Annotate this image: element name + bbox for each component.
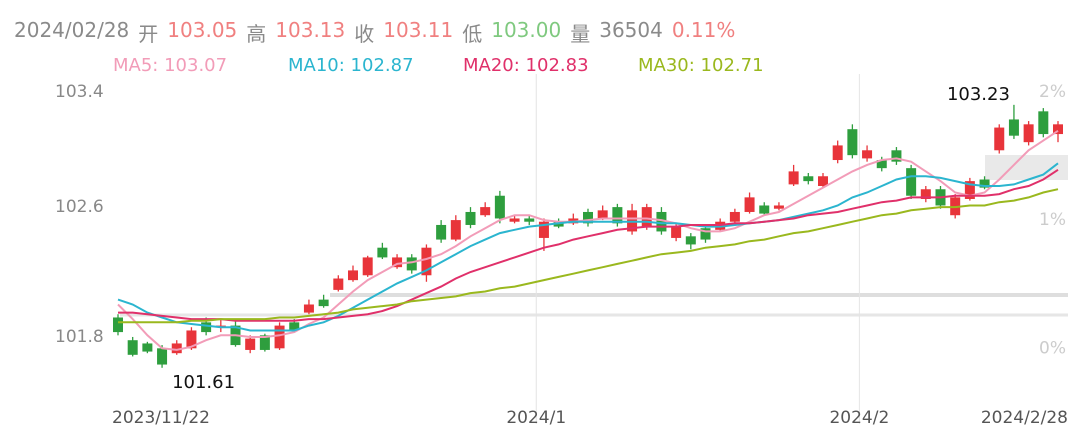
- candle-body: [450, 220, 461, 240]
- candle-body: [362, 257, 373, 276]
- candle-body: [406, 257, 417, 271]
- candle-body: [421, 247, 432, 276]
- candle-body: [964, 181, 975, 199]
- candle-body: [862, 150, 873, 159]
- quote-item: 收: [354, 22, 375, 46]
- candle-body: [171, 343, 182, 354]
- quote-item: 高: [246, 22, 267, 46]
- candle-body: [245, 338, 256, 350]
- candle-body: [480, 207, 491, 216]
- candle-body: [671, 226, 682, 238]
- candle-body: [847, 129, 858, 156]
- candle-body: [1008, 119, 1019, 136]
- legend-entry: MA20: 102.83: [463, 55, 589, 76]
- quote-item: 低: [462, 22, 483, 46]
- candle-body: [465, 211, 476, 225]
- candle-body: [641, 207, 652, 227]
- candle-body: [509, 218, 520, 222]
- y-tick-label: 102.6: [55, 197, 104, 217]
- candle-body: [1038, 111, 1049, 135]
- y2-tick-label: 0%: [1039, 338, 1066, 358]
- candle-body: [157, 348, 168, 365]
- candle-body: [773, 205, 784, 209]
- candle-body: [656, 211, 667, 232]
- candle-body: [1053, 124, 1063, 135]
- candle-body: [303, 304, 314, 313]
- candle-body: [876, 160, 887, 169]
- ma-line: [117, 129, 1059, 351]
- highlight-band: [985, 155, 1068, 180]
- legend-entry: MA5: 103.07: [113, 55, 227, 76]
- candle-body: [524, 218, 535, 222]
- candle-body: [788, 171, 799, 185]
- candle-body: [891, 150, 902, 162]
- candle-body: [612, 207, 623, 224]
- candle-body: [538, 221, 549, 238]
- legend-entry: MA10: 102.87: [288, 55, 414, 76]
- candle-body: [583, 211, 593, 224]
- y2-tick-label: 1%: [1039, 210, 1066, 230]
- candle-body: [920, 189, 931, 199]
- candle-body: [994, 127, 1005, 151]
- quote-item: 103.11: [383, 18, 454, 42]
- candle-body: [201, 322, 212, 333]
- candle-body: [759, 205, 770, 214]
- legend-entry: MA30: 102.71: [638, 55, 764, 76]
- x-tick-label: 2024/2: [829, 408, 889, 428]
- x-tick-label: 2023/11/22: [112, 408, 210, 428]
- x-tick-label: 2024/2/28: [981, 408, 1068, 428]
- quote-item: 量: [570, 22, 591, 46]
- quote-item: 103.13: [275, 18, 346, 42]
- candle-body: [289, 322, 300, 331]
- candle-body: [274, 325, 285, 349]
- ma-line: [118, 188, 1059, 324]
- candle-body: [700, 228, 711, 240]
- candle-body: [685, 236, 696, 245]
- candle-body: [803, 176, 814, 182]
- ma-line: [117, 162, 1059, 332]
- quote-item: 开: [138, 22, 159, 46]
- candle-body: [127, 340, 138, 355]
- quote-item: 103.00: [491, 18, 562, 42]
- candle-body: [729, 211, 740, 222]
- candle-body: [597, 210, 608, 219]
- y-tick-label: 101.8: [55, 327, 104, 347]
- max-annotation: 103.23: [947, 84, 1010, 105]
- quote-item: 103.05: [167, 18, 238, 42]
- candle-body: [744, 197, 755, 212]
- y-tick-label: 103.4: [55, 82, 104, 102]
- candle-body: [392, 257, 403, 268]
- candle-body: [377, 247, 388, 258]
- y2-tick-label: 2%: [1039, 82, 1066, 102]
- candle-body: [348, 270, 358, 281]
- quote-item: 2024/02/28: [14, 18, 130, 42]
- candle-body: [259, 335, 270, 350]
- min-annotation: 101.61: [172, 372, 235, 393]
- ma-line: [118, 168, 1059, 322]
- quote-bar: 2024/02/28 开 103.05 高 103.13 收 103.11 低 103.00 量 3…: [14, 18, 735, 47]
- candle-body: [318, 299, 329, 307]
- candle-body: [979, 179, 990, 188]
- candle-body: [436, 224, 447, 240]
- quote-item: 36504: [599, 18, 663, 42]
- candle-body: [1023, 124, 1034, 143]
- x-tick-label: 2024/1: [506, 408, 566, 428]
- candle-body: [818, 176, 828, 186]
- candle-body: [832, 145, 843, 161]
- candle-body: [333, 278, 344, 290]
- candle-body: [906, 168, 917, 196]
- candle-body: [142, 343, 153, 352]
- candle-body: [113, 317, 123, 333]
- candle-body: [494, 195, 505, 219]
- quote-item: 0.11%: [671, 18, 736, 42]
- candle-body: [186, 330, 197, 349]
